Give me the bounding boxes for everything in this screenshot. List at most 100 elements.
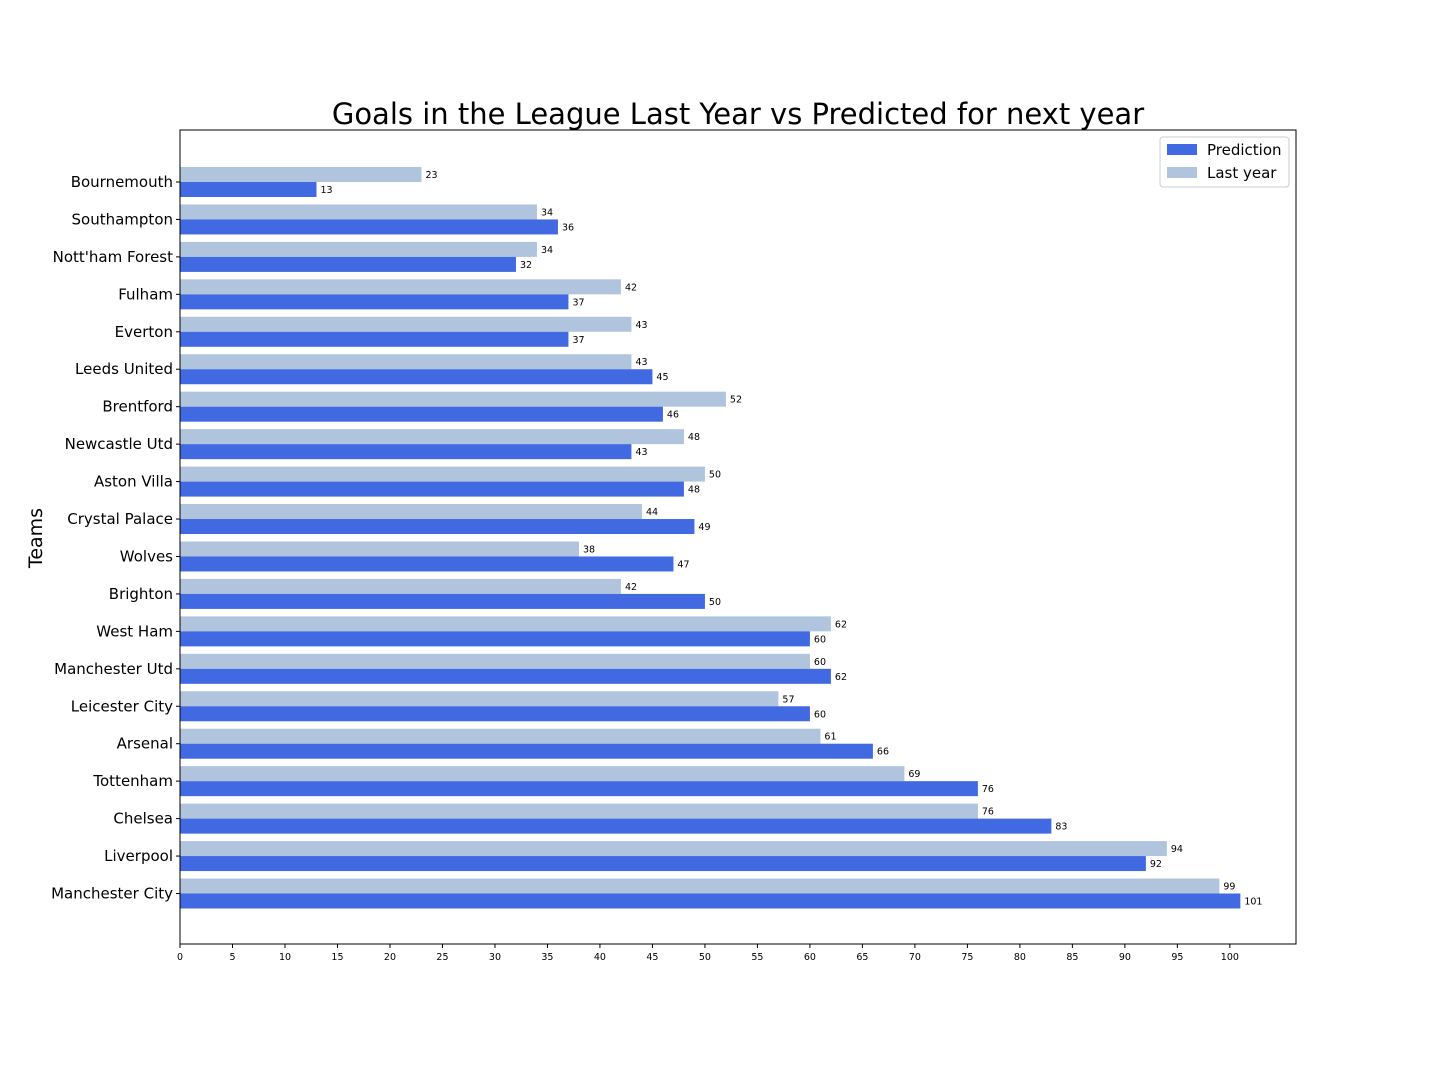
- bar-prediction-newcastle-utd: [180, 444, 632, 460]
- data-label-last-year-aston-villa: 50: [709, 470, 721, 481]
- y-category-label: Chelsea: [113, 810, 173, 828]
- y-category-label: Newcastle Utd: [65, 435, 173, 453]
- data-label-last-year-arsenal: 61: [824, 732, 836, 743]
- bar-prediction-chelsea: [180, 818, 1052, 834]
- x-tick-label: 40: [594, 952, 606, 963]
- data-label-prediction-fulham: 37: [572, 297, 584, 308]
- bar-prediction-manchester-utd: [180, 668, 831, 684]
- data-label-prediction-aston-villa: 48: [688, 485, 700, 496]
- y-category-label: Tottenham: [92, 772, 173, 790]
- data-label-last-year-bournemouth: 23: [425, 170, 437, 181]
- x-tick-label: 90: [1119, 952, 1131, 963]
- bar-prediction-brighton: [180, 593, 705, 609]
- data-label-prediction-brighton: 50: [709, 597, 721, 608]
- y-category-label: Liverpool: [104, 847, 173, 865]
- bar-last-year-west-ham: [180, 616, 831, 632]
- legend-label-last-year: Last year: [1207, 164, 1277, 182]
- y-category-label: Crystal Palace: [67, 510, 173, 528]
- x-tick-label: 25: [436, 952, 448, 963]
- data-label-last-year-leeds-united: 43: [635, 357, 647, 368]
- bar-last-year-nott-ham-forest: [180, 241, 537, 257]
- data-label-prediction-leeds-united: 45: [656, 372, 668, 383]
- bar-last-year-brentford: [180, 391, 726, 407]
- x-tick-label: 30: [489, 952, 501, 963]
- data-label-prediction-chelsea: 83: [1055, 822, 1067, 833]
- data-label-prediction-bournemouth: 13: [320, 185, 332, 196]
- bar-prediction-brentford: [180, 406, 663, 422]
- y-category-label: Nott'ham Forest: [53, 248, 174, 266]
- data-label-prediction-liverpool: 92: [1150, 859, 1162, 870]
- x-tick-label: 55: [751, 952, 763, 963]
- bar-prediction-west-ham: [180, 631, 810, 647]
- data-label-prediction-tottenham: 76: [982, 784, 994, 795]
- bar-prediction-bournemouth: [180, 182, 317, 197]
- bar-last-year-leicester-city: [180, 691, 779, 707]
- y-category-label: Manchester City: [51, 885, 173, 903]
- plot-frame: [179, 129, 1297, 945]
- x-tick-label: 100: [1221, 952, 1239, 963]
- x-tick-label: 10: [279, 952, 291, 963]
- data-label-last-year-nott-ham-forest: 34: [541, 245, 553, 256]
- x-tick-label: 35: [541, 952, 553, 963]
- legend-swatch-prediction: [1167, 144, 1197, 155]
- bar-prediction-leeds-united: [180, 369, 653, 385]
- bar-last-year-everton: [180, 316, 632, 332]
- data-label-prediction-newcastle-utd: 43: [635, 447, 647, 458]
- bar-last-year-liverpool: [180, 841, 1167, 857]
- x-tick-label: 5: [229, 952, 235, 963]
- x-tick-label: 50: [699, 952, 711, 963]
- y-category-label: Bournemouth: [71, 173, 173, 191]
- y-category-label: Brighton: [109, 585, 173, 603]
- bar-last-year-wolves: [180, 541, 579, 557]
- x-tick-label: 45: [646, 952, 658, 963]
- bar-last-year-bournemouth: [180, 167, 422, 182]
- y-category-label: Everton: [115, 323, 173, 341]
- data-label-last-year-southampton: 34: [541, 207, 553, 218]
- data-label-prediction-west-ham: 60: [814, 634, 826, 645]
- y-category-label: Aston Villa: [94, 473, 173, 491]
- data-label-prediction-wolves: 47: [677, 559, 689, 570]
- chart-title: Goals in the League Last Year vs Predict…: [332, 97, 1144, 131]
- y-category-label: Manchester Utd: [54, 660, 173, 678]
- data-label-prediction-manchester-city: 101: [1244, 897, 1262, 908]
- bar-prediction-southampton: [180, 219, 558, 235]
- data-label-prediction-brentford: 46: [667, 410, 679, 421]
- data-label-prediction-manchester-utd: 62: [835, 672, 847, 683]
- data-label-last-year-brentford: 52: [730, 395, 742, 406]
- data-label-last-year-chelsea: 76: [982, 807, 994, 818]
- x-tick-label: 0: [177, 952, 183, 963]
- bar-last-year-leeds-united: [180, 354, 632, 370]
- bar-last-year-tottenham: [180, 766, 905, 782]
- bar-prediction-everton: [180, 331, 569, 347]
- x-tick-label: 70: [909, 952, 921, 963]
- legend: Prediction Last year: [1159, 136, 1290, 188]
- bar-prediction-nott-ham-forest: [180, 256, 516, 272]
- bar-last-year-southampton: [180, 204, 537, 220]
- y-category-label: Brentford: [102, 398, 173, 416]
- bar-prediction-arsenal: [180, 743, 873, 759]
- x-tick-label: 85: [1066, 952, 1078, 963]
- y-category-label: Leeds United: [75, 360, 173, 378]
- data-label-last-year-manchester-city: 99: [1223, 882, 1235, 893]
- bar-last-year-chelsea: [180, 803, 978, 819]
- y-category-label: Southampton: [72, 210, 173, 228]
- data-label-last-year-everton: 43: [635, 320, 647, 331]
- data-label-last-year-crystal-palace: 44: [646, 507, 658, 518]
- bar-prediction-liverpool: [180, 856, 1146, 872]
- plot-area: 0 5 10 15 20 25 30 35 40 45 50 55 60 65 70 75 80 85 90 95 10…: [51, 129, 1297, 963]
- data-label-last-year-wolves: 38: [583, 544, 595, 555]
- y-category-label: Wolves: [120, 547, 173, 565]
- y-category-label: Leicester City: [71, 697, 173, 715]
- bar-last-year-brighton: [180, 578, 621, 594]
- data-label-prediction-everton: 37: [572, 335, 584, 346]
- data-label-last-year-brighton: 42: [625, 582, 637, 593]
- data-label-last-year-liverpool: 94: [1171, 844, 1183, 855]
- x-tick-label: 15: [331, 952, 343, 963]
- x-tick-label: 95: [1171, 952, 1183, 963]
- x-tick-label: 60: [804, 952, 816, 963]
- bar-last-year-manchester-city: [180, 878, 1220, 894]
- data-label-last-year-fulham: 42: [625, 282, 637, 293]
- x-tick-label: 20: [384, 952, 396, 963]
